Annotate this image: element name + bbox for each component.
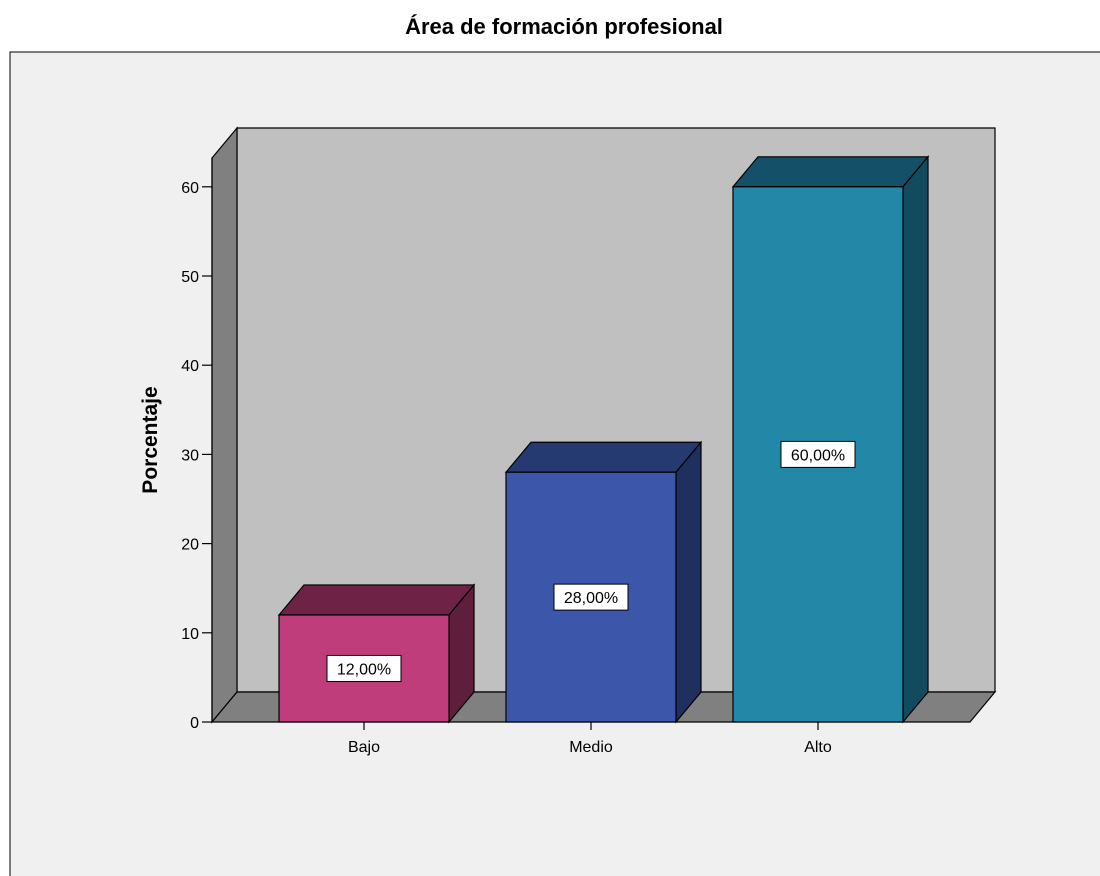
plot-side-wall bbox=[211, 126, 238, 724]
bar-side-face bbox=[675, 440, 702, 724]
bar-top-face bbox=[277, 584, 476, 616]
x-axis: Bajo Medio Alto bbox=[348, 722, 832, 756]
data-label: 28,00% bbox=[564, 590, 618, 607]
y-tick-label: 10 bbox=[181, 626, 199, 643]
y-tick-label: 60 bbox=[181, 180, 199, 197]
data-label-box bbox=[553, 583, 629, 611]
y-tick-label: 30 bbox=[181, 447, 199, 464]
y-axis-label: Porcentaje bbox=[139, 386, 162, 493]
bar-top-face bbox=[504, 441, 703, 473]
data-label-box bbox=[326, 654, 402, 682]
chart-title: Área de formación profesional bbox=[405, 14, 723, 39]
x-tick-label: Alto bbox=[804, 739, 832, 756]
y-tick-label: 40 bbox=[181, 358, 199, 375]
data-label-box bbox=[780, 440, 856, 468]
y-tick-label: 50 bbox=[181, 269, 199, 286]
bar-bajo: 12,00% bbox=[277, 583, 476, 724]
bars: 12,00% 28,00% 60,00% bbox=[277, 155, 930, 724]
bar-alto: 60,00% bbox=[731, 155, 930, 724]
bar-top-face bbox=[731, 156, 930, 188]
data-label: 12,00% bbox=[337, 661, 391, 678]
data-label: 60,00% bbox=[791, 447, 845, 464]
y-tick-label: 0 bbox=[190, 715, 199, 732]
y-axis: 0 10 20 30 40 50 60 bbox=[181, 158, 213, 732]
x-tick-label: Medio bbox=[569, 739, 613, 756]
bar-medio: 28,00% bbox=[504, 440, 703, 724]
x-tick-label: Bajo bbox=[348, 739, 380, 756]
y-tick-label: 20 bbox=[181, 537, 199, 554]
bar-side-face bbox=[902, 155, 929, 724]
